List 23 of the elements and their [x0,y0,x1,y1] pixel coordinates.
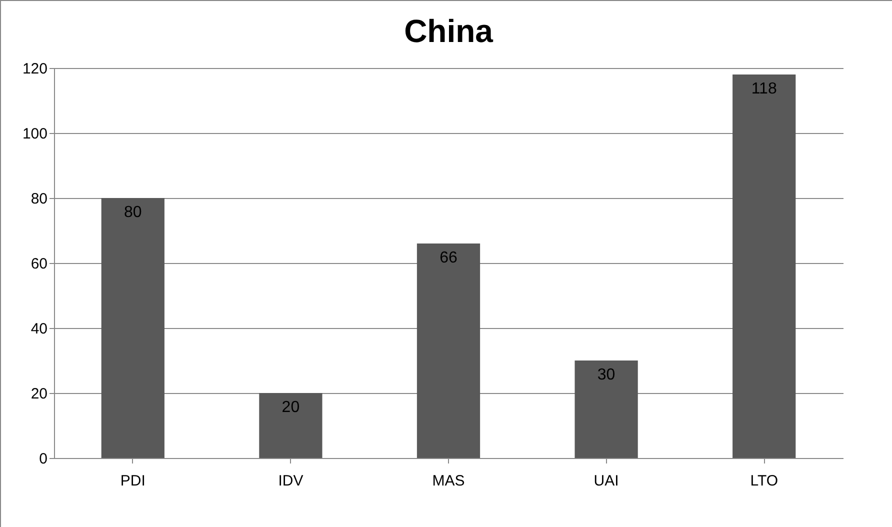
x-tick-label: UAI [594,472,619,490]
y-tick-label: 0 [39,450,48,468]
x-tick-label: MAS [432,472,465,490]
bar [732,74,796,458]
bar [574,360,638,458]
data-label: 20 [282,399,300,416]
chart-title: China [404,13,494,49]
y-tick-label: 120 [22,60,48,78]
y-tick-label: 80 [30,190,48,208]
data-label: 118 [751,80,777,98]
x-tick-label: LTO [750,472,778,490]
data-label: 30 [597,366,616,384]
y-tick-label: 100 [22,126,48,142]
data-label: 80 [124,204,142,221]
x-tick-label: IDV [278,472,304,490]
bar [259,393,322,458]
bar [416,244,480,458]
x-tick-label: PDI [120,472,146,490]
data-label: 66 [440,250,458,266]
y-tick-label: 60 [30,256,48,272]
y-tick-label: 40 [30,320,48,338]
y-tick-label: 20 [30,386,48,402]
bar [101,198,164,458]
